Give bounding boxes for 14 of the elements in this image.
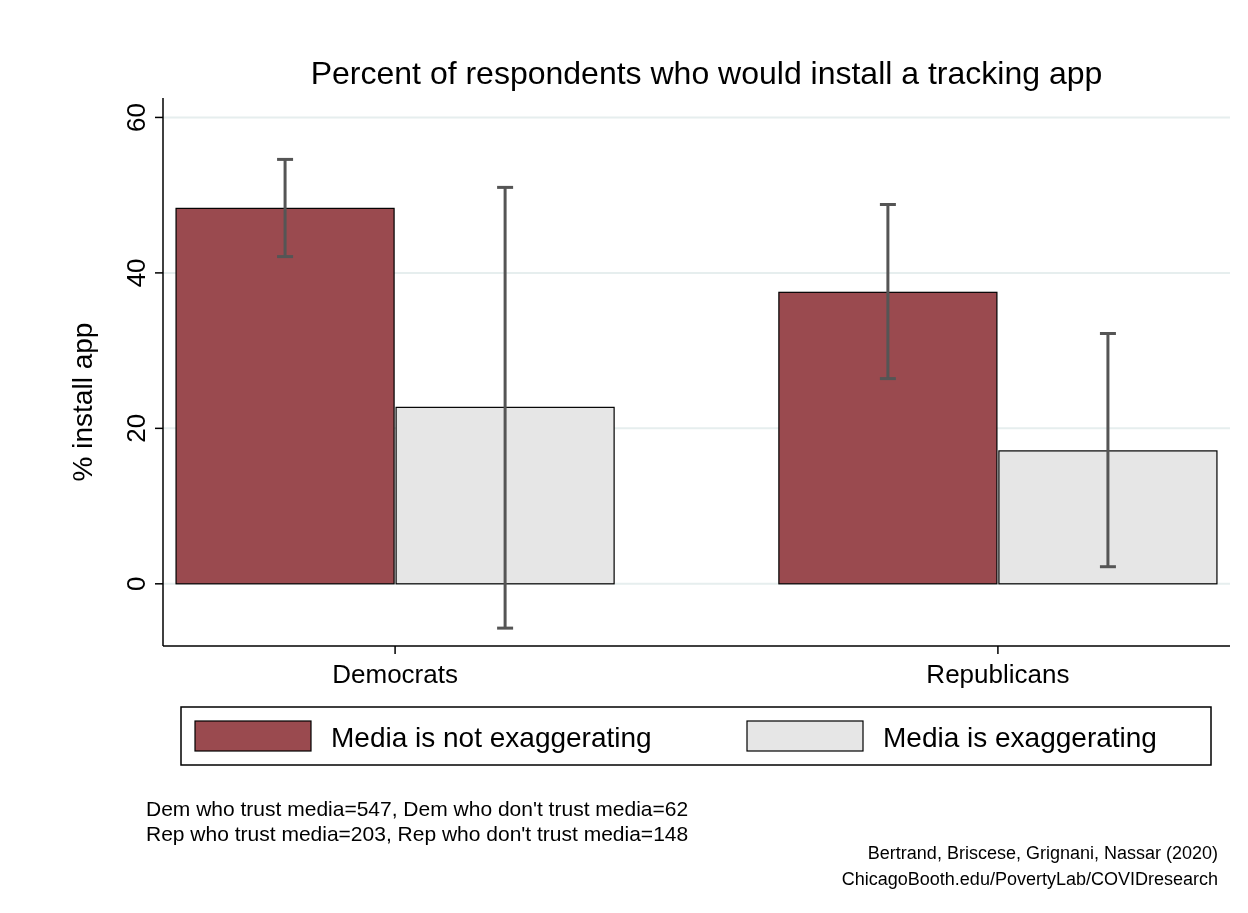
legend-label: Media is exaggerating (883, 722, 1157, 753)
y-axis-title: % install app (67, 322, 98, 482)
text: Bertrand, Briscese, Grignani, Nassar (2020) (867, 843, 1218, 863)
chart-title: Percent of respondents who would install a tracking app (310, 55, 1103, 91)
y-tick-label: 60 (121, 102, 151, 132)
x-tick-label: Republicans (926, 659, 1070, 689)
y-tick-label: 0 (121, 576, 151, 592)
y-tick-label: 40 (121, 258, 151, 288)
text: Rep who trust media=203, Rep who don't trust media=148 (146, 822, 689, 845)
text: ChicagoBooth.edu/PovertyLab/COVIDresearch (841, 869, 1218, 889)
x-tick-label: Democrats (332, 659, 458, 689)
text: Dem who trust media=547, Dem who don't trust media=62 (146, 797, 689, 820)
y-tick-label: 20 (121, 413, 151, 443)
legend-label: Media is not exaggerating (331, 722, 652, 753)
